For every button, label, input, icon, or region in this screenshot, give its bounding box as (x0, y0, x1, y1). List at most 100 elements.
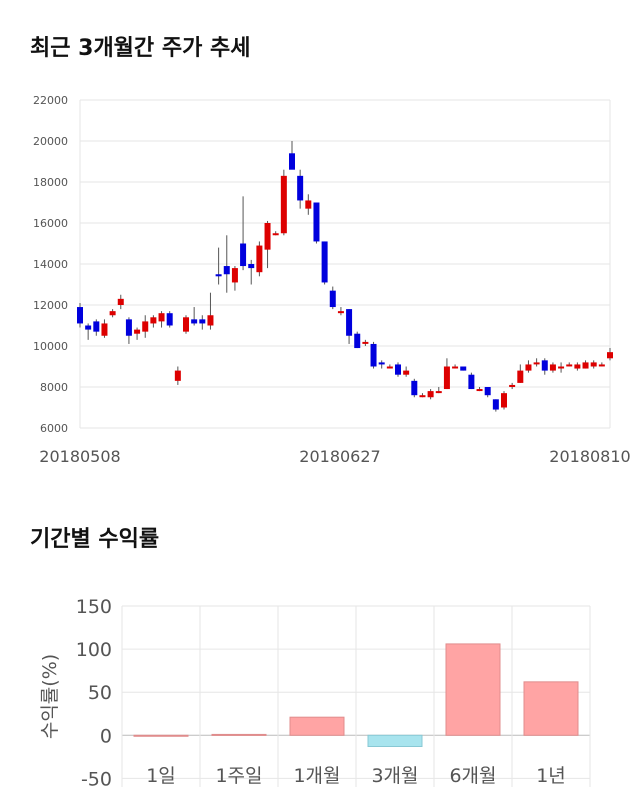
x-tick-label: 1일 (146, 765, 176, 787)
candle-body (460, 366, 467, 371)
y-tick-label: 50 (88, 682, 112, 704)
candle-body (582, 362, 589, 369)
candle-body (574, 364, 581, 369)
return-bar (445, 643, 501, 736)
return-bar (523, 681, 579, 736)
candle-body (272, 233, 279, 236)
candle-body (468, 374, 475, 390)
candle-body (403, 370, 410, 375)
y-tick-label: 150 (76, 596, 112, 618)
candle-body (558, 366, 565, 369)
candle-body (566, 364, 573, 367)
return-bar (133, 734, 189, 737)
candle-body (85, 325, 92, 330)
candle-body (93, 321, 100, 332)
y-tick-label: 20000 (33, 135, 68, 148)
candle-body (370, 343, 377, 367)
return-bar (289, 716, 345, 736)
candle-body (77, 307, 83, 324)
return-bar-chart: 150 100 50 0 -50 수익률(%) 1일 1주일 1개월 3개월 6개월 1년 (39, 596, 591, 790)
y-axis-label: 수익률(%) (39, 654, 61, 739)
x-tick-label: 1년 (536, 765, 566, 787)
candle-body (607, 352, 613, 359)
candle-body (598, 364, 605, 367)
candle-body (509, 384, 516, 387)
candle-body (248, 264, 255, 269)
x-tick-label: 1주일 (215, 765, 262, 787)
candle-body (150, 317, 157, 324)
y-tick-label: 8000 (40, 381, 68, 394)
candle-body (297, 175, 304, 201)
price-trend-title: 최근 3개월간 주가 추세 (30, 36, 251, 61)
candle-body (378, 362, 385, 365)
candle-body (354, 333, 361, 349)
candle-body (337, 311, 344, 314)
x-tick-label: 20180627 (299, 447, 380, 466)
candle-body (231, 268, 238, 283)
candle-body (395, 364, 401, 375)
x-tick-label: 20180508 (39, 447, 120, 466)
candle-body (435, 391, 442, 394)
candle-body (134, 329, 141, 334)
y-tick-label: 6000 (40, 422, 68, 435)
candle-body (174, 370, 181, 381)
candle-body (321, 241, 328, 283)
candle-body (452, 366, 459, 369)
candle-body (183, 317, 189, 332)
candle-body (240, 243, 247, 267)
candle-body (386, 366, 393, 369)
candle-body (305, 200, 312, 209)
y-tick-label: -50 (81, 768, 112, 790)
candle-body (501, 393, 507, 408)
y-tick-label: 12000 (33, 299, 68, 312)
y-tick-label: 18000 (33, 176, 68, 189)
y-tick-label: 10000 (33, 340, 68, 353)
return-bar (367, 734, 423, 747)
candle-body (166, 313, 173, 326)
candle-body (101, 323, 108, 336)
candle-body (256, 245, 263, 273)
candle-body (525, 364, 532, 371)
candle-body (476, 389, 483, 392)
x-tick-label: 20180810 (549, 447, 630, 466)
y-tick-label: 16000 (33, 217, 68, 230)
candle-body (492, 399, 499, 410)
x-tick-label: 6개월 (449, 765, 496, 787)
candle-body (117, 298, 124, 305)
candle-body (215, 274, 222, 277)
candle-body (199, 319, 206, 324)
candle-body (411, 380, 418, 396)
x-tick-label: 1개월 (293, 765, 340, 787)
candle-body (207, 315, 214, 326)
candle-body (125, 319, 132, 336)
candlestick-chart: 22000 20000 18000 16000 14000 12000 10000 8000 6… (33, 94, 631, 466)
candle-body (264, 223, 271, 250)
return-bar (211, 733, 267, 736)
candle-body (142, 321, 149, 332)
candle-body (329, 290, 336, 308)
candle-body (280, 175, 287, 234)
candle-body (533, 362, 540, 365)
y-tick-label: 14000 (33, 258, 68, 271)
candle-body (313, 202, 320, 242)
candle-body (549, 364, 556, 371)
candle-body (158, 313, 165, 322)
candle-body (541, 360, 548, 371)
candle-body (484, 387, 491, 396)
candle-body (427, 391, 434, 398)
candle-body (109, 311, 116, 316)
candle-body (443, 366, 450, 390)
candle-body (223, 266, 230, 275)
y-tick-label: 0 (100, 725, 112, 747)
candle-body (517, 370, 524, 383)
candle-body (346, 309, 353, 336)
candle-body (419, 395, 426, 398)
candle-body (590, 362, 597, 367)
y-tick-label: 22000 (33, 94, 68, 107)
candle-body (362, 341, 369, 344)
candle-body (191, 319, 198, 324)
candle-body (289, 153, 295, 170)
period-return-title: 기간별 수익률 (30, 527, 160, 552)
y-tick-label: 100 (76, 639, 112, 661)
x-tick-label: 3개월 (371, 765, 418, 787)
